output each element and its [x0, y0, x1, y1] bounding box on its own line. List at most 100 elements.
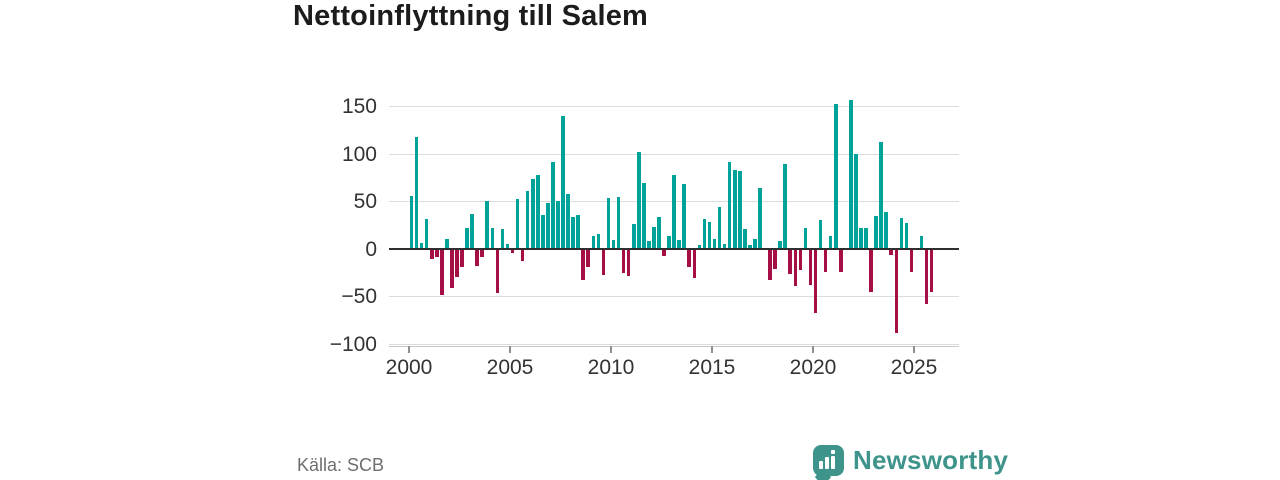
bar: [798, 249, 803, 271]
bar: [849, 100, 853, 249]
bar: [687, 249, 692, 267]
bar: [672, 175, 676, 249]
bar: [409, 196, 414, 249]
bar: [434, 249, 439, 258]
bar: [520, 249, 525, 261]
bar: [626, 249, 631, 277]
x-tick-mark: [812, 346, 814, 353]
x-tick-label: 2025: [890, 356, 938, 379]
bar: [455, 249, 459, 278]
bar: [530, 179, 535, 249]
bar: [864, 227, 868, 249]
bar: [692, 249, 697, 278]
newsworthy-speech-bubble-barchart-icon: [813, 444, 844, 480]
bar: [707, 221, 712, 249]
bar: [606, 198, 611, 249]
bar: [727, 162, 732, 249]
bar: [414, 137, 419, 249]
bar: [894, 249, 899, 334]
bar: [818, 220, 823, 249]
gridline: [389, 153, 959, 155]
bar: [652, 226, 656, 249]
zero-axis-line: [389, 247, 959, 250]
bar: [561, 116, 565, 249]
newsworthy-logo: Newsworthy: [813, 441, 1009, 480]
bar: [445, 239, 449, 249]
bar: [465, 227, 469, 249]
bar: [717, 206, 722, 249]
bar: [919, 236, 924, 249]
bar: [581, 249, 586, 280]
bar: [591, 236, 596, 249]
bar: [768, 249, 772, 280]
y-tick-label: 100: [341, 142, 377, 166]
bar: [566, 194, 570, 249]
bar: [419, 242, 424, 249]
bar: [429, 249, 434, 259]
bar: [460, 249, 464, 267]
bar: [616, 197, 621, 249]
bar: [702, 219, 707, 249]
bar: [631, 223, 636, 249]
bar: [924, 249, 929, 304]
y-tick-label: 0: [365, 237, 377, 261]
bar: [551, 162, 555, 249]
gridline: [389, 296, 959, 297]
bar: [470, 214, 474, 249]
bar: [838, 249, 843, 273]
bar: [884, 212, 889, 249]
bar: [737, 170, 742, 249]
bar: [424, 219, 429, 249]
bar: [500, 228, 505, 249]
bar: [813, 249, 818, 314]
bar: [450, 249, 454, 289]
x-tick-label: 2005: [486, 356, 534, 379]
bar: [808, 249, 813, 285]
x-tick-label: 2020: [789, 356, 837, 379]
bar: [571, 217, 575, 249]
bar: [828, 236, 833, 249]
bar: [677, 239, 681, 249]
bar: [833, 104, 838, 249]
bar: [773, 249, 777, 269]
bar: [667, 236, 671, 249]
bar: [929, 249, 934, 293]
bar: [525, 190, 530, 249]
bar: [909, 249, 914, 273]
bar: [596, 234, 601, 249]
x-tick-mark: [711, 346, 713, 353]
bar: [490, 227, 495, 249]
bar: [480, 249, 485, 258]
bar: [495, 249, 500, 294]
bar: [682, 183, 687, 249]
bar: [753, 239, 757, 249]
bar: [697, 244, 702, 249]
bar: [601, 249, 606, 276]
bar: [732, 169, 737, 249]
bar: [722, 243, 727, 249]
bar: [793, 249, 798, 286]
chart-title: Nettoinflyttning till Salem: [293, 0, 649, 32]
bar: [642, 182, 646, 249]
bar: [854, 153, 858, 249]
bar: [510, 249, 515, 254]
bar: [556, 201, 560, 249]
y-tick-label: −100: [329, 332, 377, 356]
newsworthy-logo-text: Newsworthy: [853, 444, 1009, 475]
bar: [758, 187, 762, 249]
bar: [899, 218, 904, 249]
bar: [440, 249, 444, 296]
bar: [535, 175, 540, 249]
bar: [541, 215, 545, 249]
x-tick-mark: [408, 346, 410, 353]
bar: [778, 240, 782, 249]
bar: [788, 249, 793, 275]
bar: [586, 249, 591, 267]
y-tick-label: 50: [353, 190, 377, 213]
bar: [748, 244, 752, 249]
bar: [657, 217, 661, 249]
bar: [611, 239, 616, 249]
bar: [485, 201, 490, 249]
x-tick-label: 2015: [688, 356, 736, 379]
